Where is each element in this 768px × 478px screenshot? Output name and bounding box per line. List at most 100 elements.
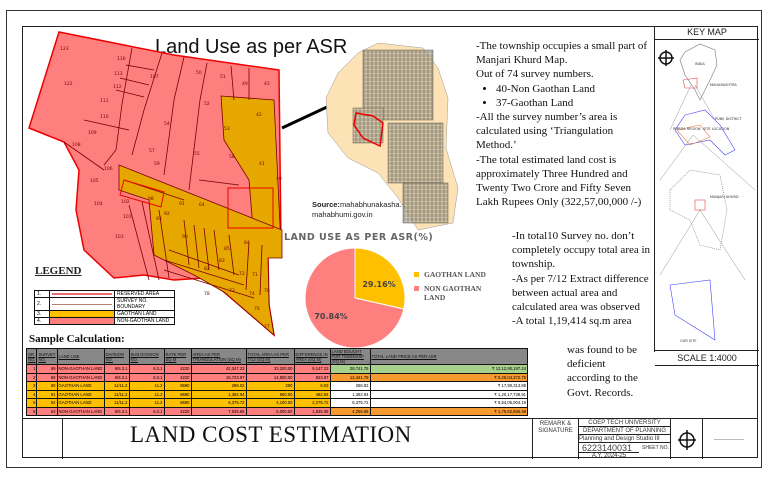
cell: GAOTHAN LAND [56, 381, 105, 391]
cell: ₹ 1,20,17,738.91 [369, 389, 529, 399]
col-header: DIVISION NO. [103, 348, 130, 365]
cell: GAOTHAN LAND [56, 389, 105, 399]
svg-text:107: 107 [150, 74, 159, 80]
cell: 9,147.23 [293, 364, 331, 374]
cell: 6,000.00 [245, 406, 295, 416]
cell: 6 [25, 406, 38, 416]
svg-text:106: 106 [104, 166, 113, 172]
cell: 14,800.00 [245, 372, 295, 382]
svg-text:72: 72 [239, 271, 245, 277]
sample-title: Sample Calculation: [29, 333, 125, 345]
legend-swatch-gaothan [414, 272, 419, 277]
legend-label: NON GAOTHAN LAND [424, 284, 482, 302]
cell: 11.2 [128, 398, 165, 408]
col-header: TOTAL AREA AS PER 7/12 (SQ.M) [245, 348, 295, 365]
cell: 8690 [163, 381, 192, 391]
cell: ₹ 17,90,313.88 [369, 381, 529, 391]
legend-label: RESERVED AREA [114, 290, 175, 298]
year-label: A.Y. 2024-25 [579, 452, 639, 459]
cell: 33,200.00 [245, 364, 295, 374]
svg-text:49: 49 [242, 81, 248, 87]
svg-text:105: 105 [90, 178, 99, 184]
cell: 286.82 [329, 381, 371, 391]
svg-text:43: 43 [264, 81, 270, 87]
legend-label: GAOTHAN LAND [424, 270, 486, 279]
north-arrow-icon [678, 430, 696, 450]
map-source: Source:mahabhunakasha. mahabhumi.gov.in [312, 200, 402, 220]
svg-text:98: 98 [148, 196, 154, 202]
cell: 7,935.85 [190, 406, 247, 416]
svg-text:91: 91 [179, 201, 185, 207]
key-map-title: KEY MAP [655, 26, 759, 40]
cell: 4220 [163, 406, 192, 416]
svg-text:71: 71 [252, 272, 258, 278]
pune-label: PUNE DISTRICT [715, 117, 743, 121]
survey-list: 40-Non Gaothan Land 37-Gaothan Land [476, 82, 656, 110]
cell: NON-GAOTHAN LAND [56, 372, 105, 382]
svg-text:112: 112 [113, 84, 122, 90]
key-map-drawing: INDIA MAHARASHTRA PUNE DISTRICT PMRDA RE… [658, 43, 756, 343]
cell: 923.97 [293, 372, 331, 382]
cell: 900.00 [245, 389, 295, 399]
extract-note: -As per 7/12 Extract difference between … [512, 272, 649, 314]
sheet-no-label: SHEET NO. [642, 445, 669, 451]
cell: 11/11.2 [103, 398, 130, 408]
svg-text:85: 85 [224, 246, 230, 252]
col-header: LAND BOUGHT FOR TOWNSHIP (SQ.M) [329, 348, 371, 365]
svg-text:52: 52 [204, 101, 210, 107]
sheet-title: LAND COST ESTIMATION [130, 422, 412, 447]
col-header: DIFFERENCE IN AREA (SQ.M) [293, 348, 331, 365]
col-header: TOTAL LAND PRICE AS PER ASR [369, 348, 529, 365]
north-arrow-icon [658, 50, 674, 66]
cell: 5 [25, 398, 38, 408]
svg-text:101: 101 [123, 214, 132, 220]
remark-label: REMARK & SIGNATURE [538, 421, 573, 434]
cell: 11.2 [128, 381, 165, 391]
svg-text:57: 57 [149, 148, 155, 154]
cell: 8690 [163, 398, 192, 408]
legend-swatch-non-gaothan [414, 286, 419, 291]
our-site-label: OUR SITE [680, 339, 696, 343]
cell: ₹ 5,54,05,004.19 [369, 398, 529, 408]
legend-no: 1. [34, 290, 50, 298]
svg-text:113: 113 [114, 71, 123, 77]
legend-label: NON-GAOTHAN LAND [114, 317, 175, 325]
svg-text:58: 58 [229, 154, 235, 160]
cell: 42,347.23 [190, 364, 247, 374]
cell: ₹ 12,12,90,197.24 [369, 364, 529, 374]
cell: 1,382.94 [190, 389, 247, 399]
svg-text:90: 90 [182, 234, 188, 240]
cell: 6/6.3.1 [103, 364, 130, 374]
col-header: SUB DIVISION NO. [128, 348, 165, 365]
cell: 1,935.08 [293, 406, 331, 416]
legend-no: 4. [34, 317, 50, 325]
department-label: DEPARTMENT OF PLANNING [579, 428, 670, 435]
title-block: REMARK & SIGNATURE COEP TECH UNIVERSITY … [22, 418, 758, 459]
svg-text:74: 74 [249, 291, 255, 297]
cell: 11.2 [128, 389, 165, 399]
cell: 280 [245, 381, 295, 391]
cell: 3 [25, 381, 38, 391]
legend-no: 2. [34, 297, 50, 311]
svg-text:59: 59 [154, 161, 160, 167]
svg-text:102: 102 [121, 199, 130, 205]
col-header: RATE PER SQ.M [163, 348, 192, 365]
intro-text-2: Out of 74 survey numbers. [476, 68, 594, 81]
cell: 482.94 [293, 389, 331, 399]
svg-text:116: 116 [117, 56, 126, 62]
cell: 28,741.75 [329, 364, 371, 374]
pie-legend: GAOTHAN LAND NON GAOTHAN LAND [414, 270, 486, 307]
studio-label: Planning and Design Studio III [579, 436, 670, 443]
svg-text:83: 83 [219, 258, 225, 264]
cell: 4,256.56 [329, 406, 371, 416]
table-header: SR. NO. SURVEY NO. LAND USE DIVISION NO.… [25, 348, 529, 365]
land-use-pie-chart: 29.16% 70.84% [304, 247, 406, 349]
svg-text:76: 76 [254, 306, 260, 312]
source-text: mahabhunakasha. [339, 200, 402, 209]
table-row: 5 62 GAOTHAN LAND 11/11.2 11.2 8690 6,375.72 4,… [25, 398, 529, 408]
notes-block: -In total10 Survey no. don’t completely … [512, 229, 657, 328]
pie-chart-title: LAND USE AS PER ASR(%) [284, 232, 434, 243]
cell: ₹ 1,79,62,665.48 [369, 406, 529, 416]
cell: 1 [25, 364, 38, 374]
col-header: AREA AS PER TRIANGULATION (SQ.M) [190, 348, 247, 365]
